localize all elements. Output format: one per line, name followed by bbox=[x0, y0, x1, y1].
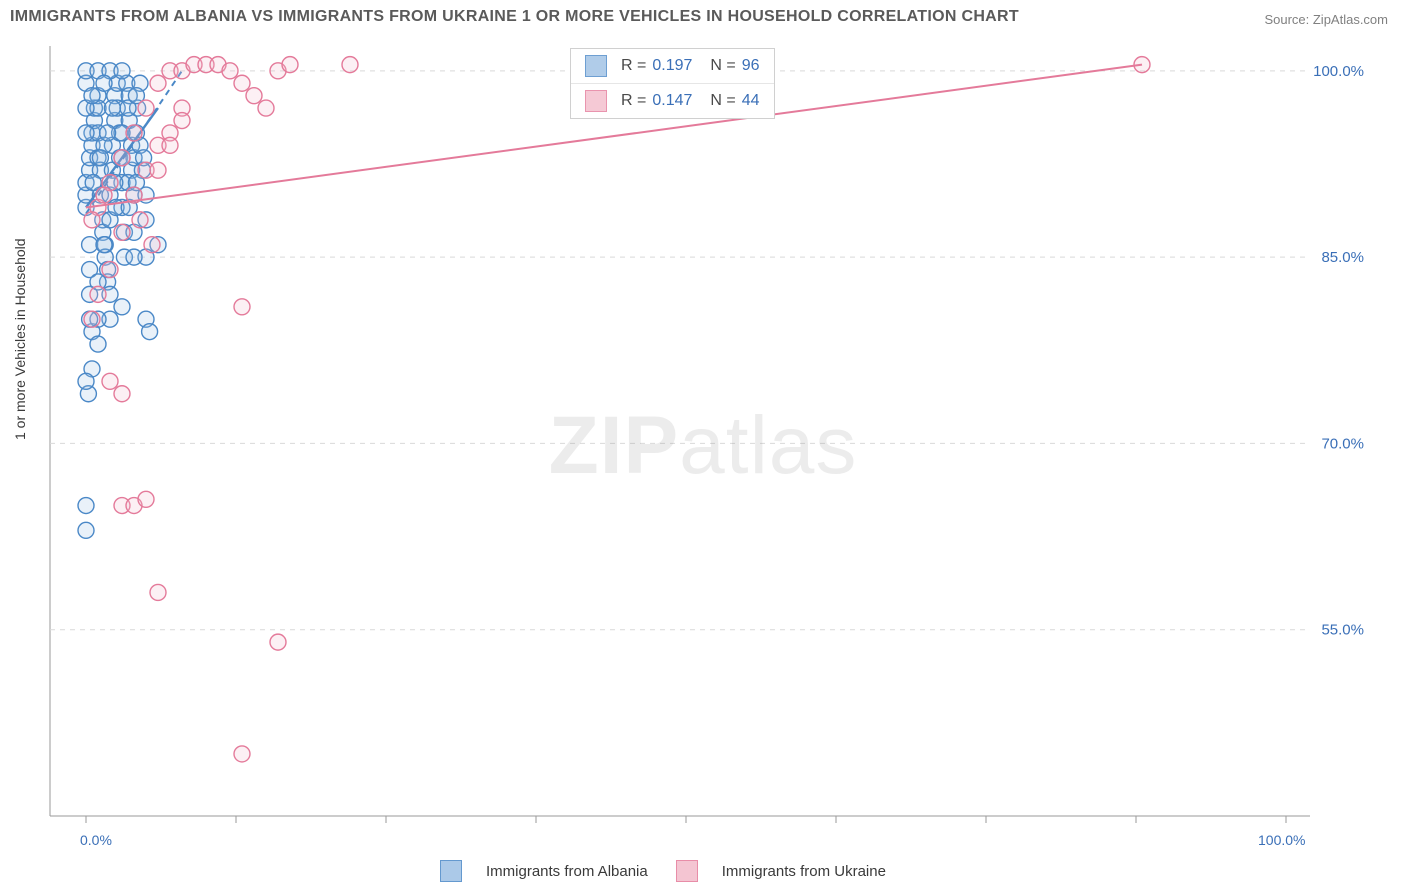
data-point bbox=[246, 88, 262, 104]
source-link[interactable]: ZipAtlas.com bbox=[1313, 12, 1388, 27]
data-point bbox=[102, 262, 118, 278]
data-point bbox=[114, 299, 130, 315]
data-point bbox=[234, 75, 250, 91]
data-point bbox=[84, 311, 100, 327]
chart-container: IMMIGRANTS FROM ALBANIA VS IMMIGRANTS FR… bbox=[0, 0, 1406, 892]
data-point bbox=[138, 100, 154, 116]
data-point bbox=[132, 212, 148, 228]
data-point bbox=[270, 634, 286, 650]
data-point bbox=[96, 237, 112, 253]
series-name: Immigrants from Ukraine bbox=[722, 863, 886, 880]
data-point bbox=[234, 299, 250, 315]
stats-legend-row: R = 0.147 N = 44 bbox=[571, 84, 774, 118]
series-name: Immigrants from Albania bbox=[486, 863, 648, 880]
data-point bbox=[78, 125, 94, 141]
data-point bbox=[174, 113, 190, 129]
data-point bbox=[90, 336, 106, 352]
legend-swatch bbox=[440, 860, 462, 882]
series-legend: Immigrants from Albania Immigrants from U… bbox=[440, 860, 886, 882]
data-point bbox=[92, 150, 108, 166]
stat-n-value: 44 bbox=[742, 92, 760, 110]
stat-r-label: R = bbox=[621, 92, 646, 110]
data-point bbox=[126, 125, 142, 141]
data-point bbox=[102, 373, 118, 389]
legend-swatch bbox=[585, 90, 607, 112]
stat-r-label: R = bbox=[621, 57, 646, 75]
stat-n-label: N = bbox=[710, 92, 735, 110]
data-point bbox=[126, 249, 142, 265]
data-point bbox=[234, 746, 250, 762]
data-point bbox=[114, 63, 130, 79]
data-point bbox=[150, 75, 166, 91]
data-point bbox=[82, 237, 98, 253]
data-point bbox=[100, 125, 116, 141]
data-point bbox=[104, 100, 120, 116]
y-tick-label: 70.0% bbox=[1321, 435, 1364, 452]
x-axis-max-label: 100.0% bbox=[1258, 832, 1305, 848]
data-point bbox=[78, 498, 94, 514]
data-point bbox=[114, 224, 130, 240]
data-point bbox=[84, 88, 100, 104]
data-point bbox=[114, 150, 130, 166]
data-point bbox=[150, 584, 166, 600]
data-point bbox=[142, 324, 158, 340]
data-point bbox=[162, 137, 178, 153]
y-tick-label: 55.0% bbox=[1321, 622, 1364, 639]
series-legend-item[interactable]: Immigrants from Ukraine bbox=[676, 860, 886, 882]
data-point bbox=[84, 212, 100, 228]
stat-r-value: 0.197 bbox=[652, 57, 692, 75]
x-axis-min-label: 0.0% bbox=[80, 832, 112, 848]
source-prefix: Source: bbox=[1264, 12, 1312, 27]
data-point bbox=[138, 491, 154, 507]
data-point bbox=[222, 63, 238, 79]
y-axis-label: 1 or more Vehicles in Household bbox=[12, 238, 28, 440]
data-point bbox=[282, 57, 298, 73]
data-point bbox=[90, 286, 106, 302]
data-point bbox=[114, 386, 130, 402]
data-point bbox=[96, 75, 112, 91]
y-tick-label: 100.0% bbox=[1313, 63, 1364, 80]
data-point bbox=[150, 162, 166, 178]
data-point bbox=[78, 522, 94, 538]
stat-r-value: 0.147 bbox=[652, 92, 692, 110]
data-point bbox=[96, 187, 112, 203]
stats-legend-row: R = 0.197 N = 96 bbox=[571, 49, 774, 84]
data-point bbox=[78, 373, 94, 389]
stat-n-value: 96 bbox=[742, 57, 760, 75]
data-point bbox=[342, 57, 358, 73]
correlation-stats-legend: R = 0.197 N = 96 R = 0.147 N = 44 bbox=[570, 48, 775, 119]
legend-swatch bbox=[676, 860, 698, 882]
stat-n-label: N = bbox=[710, 57, 735, 75]
series-legend-item[interactable]: Immigrants from Albania bbox=[440, 860, 648, 882]
scatter-chart: 55.0% 70.0% 85.0% 100.0% bbox=[0, 36, 1406, 876]
y-tick-label: 85.0% bbox=[1321, 249, 1364, 266]
data-point bbox=[144, 237, 160, 253]
legend-swatch bbox=[585, 55, 607, 77]
source-attribution: Source: ZipAtlas.com bbox=[1264, 12, 1388, 27]
chart-title: IMMIGRANTS FROM ALBANIA VS IMMIGRANTS FR… bbox=[10, 8, 1019, 26]
data-point bbox=[258, 100, 274, 116]
